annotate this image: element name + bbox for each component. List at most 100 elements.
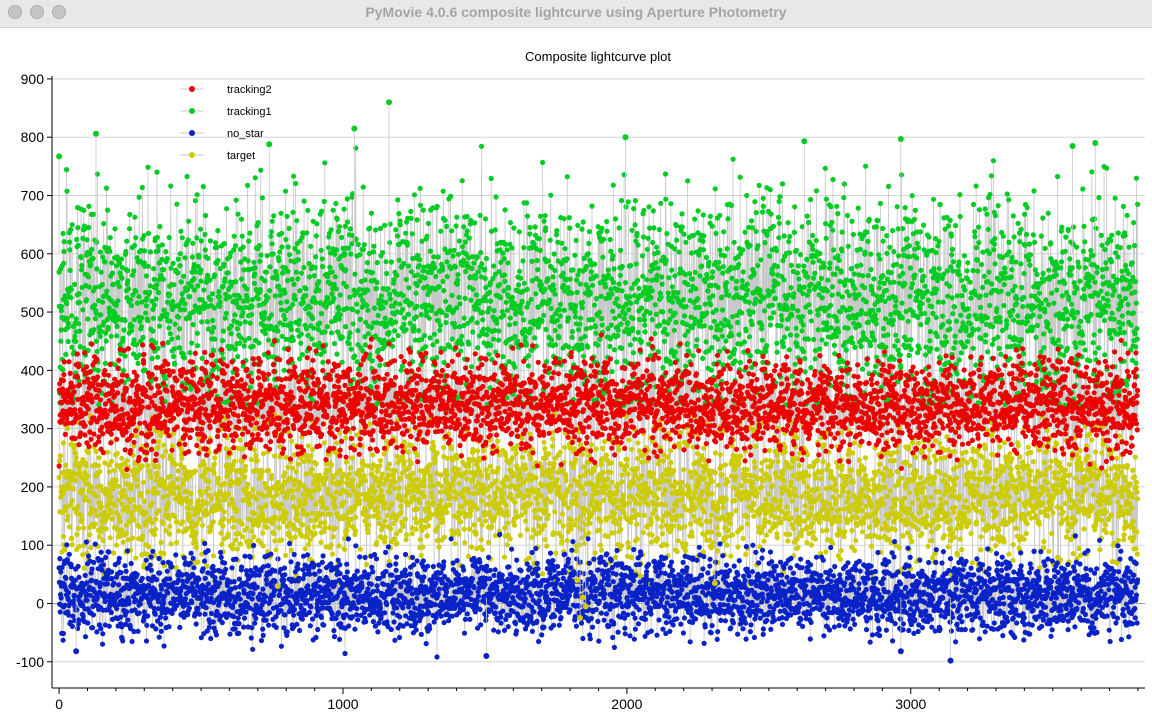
- point-target: [106, 469, 112, 475]
- point-target: [355, 493, 361, 499]
- point-target: [63, 505, 70, 511]
- point-target: [699, 488, 705, 494]
- point-target: [788, 479, 794, 485]
- point-target: [901, 495, 908, 501]
- point-target: [112, 481, 118, 488]
- point-target: [634, 536, 640, 542]
- point-target: [456, 480, 462, 486]
- point-no_star: [328, 591, 334, 598]
- point-target: [763, 457, 769, 463]
- point-target: [120, 539, 126, 545]
- point-target: [472, 484, 478, 490]
- point-no_star: [187, 560, 193, 566]
- point-target: [300, 492, 306, 498]
- point-target: [626, 544, 632, 551]
- point-target: [974, 482, 981, 489]
- point-target: [1010, 541, 1016, 548]
- point-no_star: [100, 631, 106, 637]
- point-target: [260, 530, 266, 536]
- point-target: [89, 484, 95, 490]
- point-target: [80, 525, 87, 531]
- point-target: [260, 451, 267, 457]
- point-target: [400, 523, 406, 530]
- point-no_star: [355, 617, 361, 623]
- point-target: [82, 494, 88, 500]
- point-no_star: [288, 588, 294, 594]
- point-target: [1028, 468, 1034, 474]
- point-target: [882, 465, 889, 472]
- point-target: [698, 498, 704, 504]
- point-target: [619, 479, 625, 485]
- point-target: [381, 451, 387, 457]
- point-target: [328, 542, 334, 548]
- point-no_star: [239, 564, 245, 570]
- point-target: [293, 469, 299, 475]
- point-target: [849, 527, 855, 534]
- point-target: [751, 459, 758, 465]
- point-no_star: [83, 539, 89, 545]
- point-target: [160, 494, 166, 500]
- point-target: [186, 506, 192, 512]
- point-target: [717, 452, 723, 458]
- point-no_star: [247, 554, 253, 560]
- point-target: [928, 494, 934, 500]
- point-target: [503, 502, 510, 508]
- point-no_star: [117, 614, 123, 620]
- point-target: [1050, 510, 1056, 516]
- point-target: [620, 492, 627, 498]
- zoom-window-button[interactable]: [52, 5, 66, 19]
- point-target: [86, 488, 92, 494]
- point-target: [601, 438, 608, 445]
- point-no_star: [320, 553, 326, 559]
- point-no_star: [122, 563, 128, 569]
- point-no_star: [344, 561, 350, 567]
- point-target: [823, 549, 829, 555]
- point-target: [115, 527, 121, 533]
- point-target: [738, 453, 744, 459]
- point-target: [1118, 504, 1124, 510]
- point-no_star: [139, 575, 145, 582]
- point-target: [1064, 515, 1070, 521]
- point-target: [665, 478, 671, 484]
- point-target: [333, 440, 340, 446]
- point-target: [774, 535, 780, 541]
- point-target: [1046, 548, 1052, 554]
- close-window-button[interactable]: [8, 5, 22, 19]
- point-target: [309, 510, 315, 516]
- point-target: [825, 462, 831, 468]
- point-target: [932, 474, 938, 480]
- point-no_star: [337, 636, 343, 643]
- point-target: [63, 462, 69, 468]
- point-target: [542, 537, 548, 543]
- point-target: [1074, 491, 1080, 497]
- point-target: [1016, 497, 1022, 503]
- point-no_star: [116, 555, 122, 562]
- point-target: [846, 473, 853, 479]
- point-no_star: [143, 557, 149, 563]
- point-target: [913, 468, 919, 474]
- point-no_star: [64, 542, 70, 548]
- point-target: [832, 481, 838, 487]
- point-target: [134, 483, 140, 489]
- point-target: [199, 522, 206, 528]
- point-target: [327, 511, 333, 517]
- point-target: [205, 511, 211, 517]
- point-target: [463, 469, 470, 475]
- point-no_star: [118, 570, 124, 576]
- point-no_star: [375, 629, 381, 635]
- point-target: [425, 523, 431, 529]
- point-target: [1079, 466, 1085, 473]
- point-target: [1103, 529, 1109, 536]
- point-no_star: [337, 571, 343, 577]
- point-target: [595, 490, 602, 496]
- minimize-window-button[interactable]: [30, 5, 44, 19]
- point-no_star: [353, 543, 359, 549]
- point-target: [1015, 442, 1022, 449]
- point-target: [1039, 500, 1046, 506]
- point-target: [579, 485, 585, 492]
- point-target: [374, 539, 380, 545]
- lightcurve-plot[interactable]: Composite lightcurve plot -1000100200300…: [0, 28, 1152, 716]
- point-no_star: [167, 576, 173, 582]
- point-no_star: [276, 592, 282, 598]
- point-target: [692, 489, 698, 495]
